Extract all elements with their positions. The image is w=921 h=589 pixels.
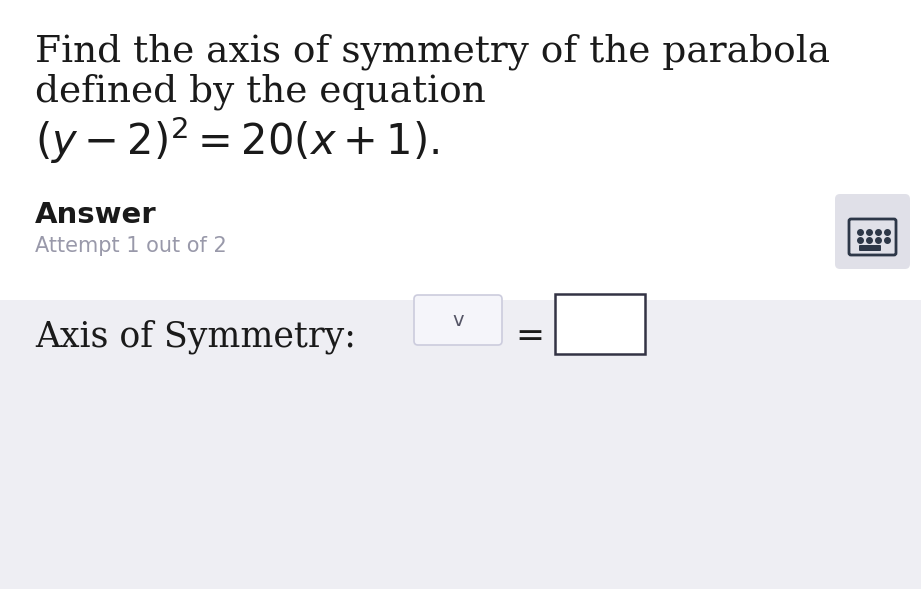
- Text: defined by the equation: defined by the equation: [35, 74, 485, 111]
- Text: Axis of Symmetry:: Axis of Symmetry:: [35, 319, 356, 353]
- FancyBboxPatch shape: [859, 245, 881, 251]
- FancyBboxPatch shape: [835, 194, 910, 269]
- Text: v: v: [452, 310, 464, 329]
- Text: =: =: [516, 319, 544, 353]
- Text: $(y - 2)^2 = 20(x + 1).$: $(y - 2)^2 = 20(x + 1).$: [35, 114, 439, 166]
- Text: Answer: Answer: [35, 201, 157, 229]
- FancyBboxPatch shape: [414, 295, 502, 345]
- Bar: [555, 294, 645, 354]
- Text: Attempt 1 out of 2: Attempt 1 out of 2: [35, 236, 227, 256]
- Text: Find the axis of symmetry of the parabola: Find the axis of symmetry of the parabol…: [35, 34, 830, 71]
